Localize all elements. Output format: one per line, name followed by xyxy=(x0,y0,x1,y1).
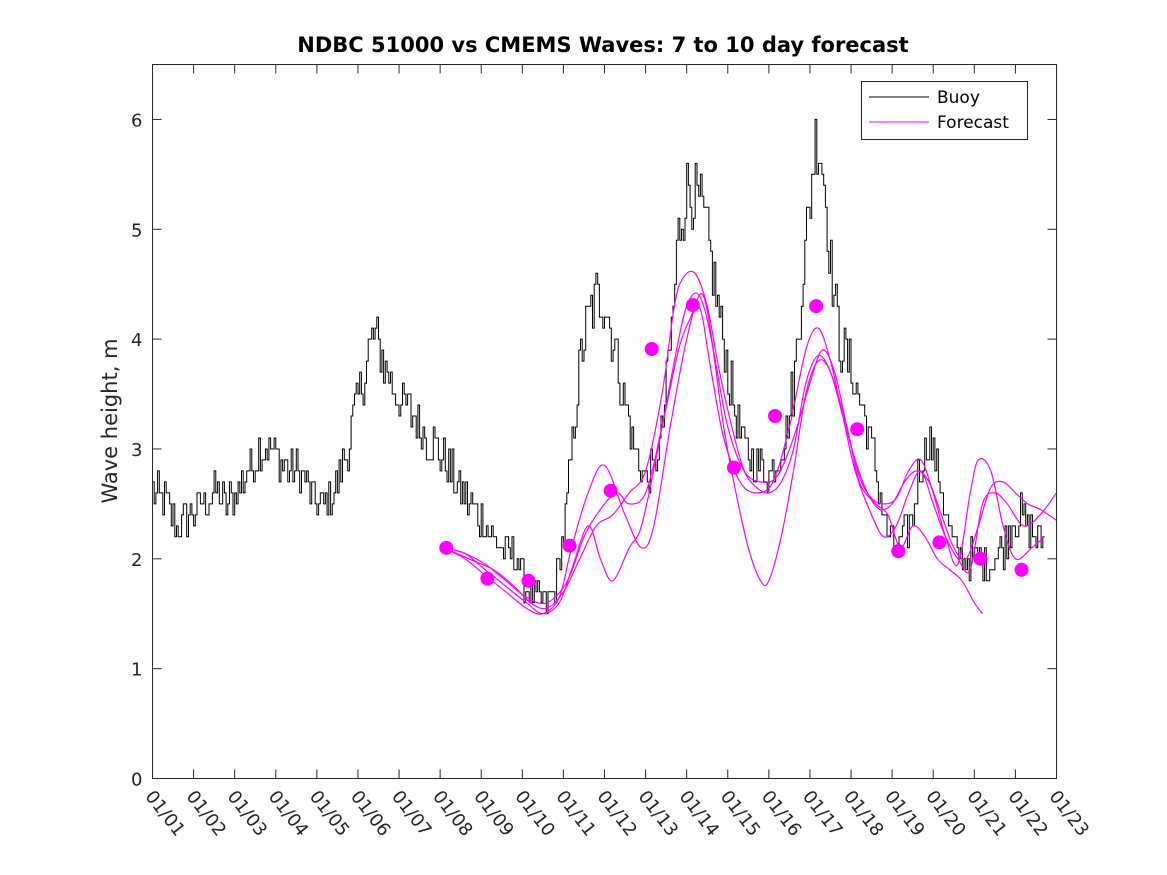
x-tick-label: 01/16 xyxy=(757,787,805,841)
x-tick-label: 01/12 xyxy=(593,787,641,841)
forecast-marker xyxy=(891,544,906,559)
chart-title: NDBC 51000 vs CMEMS Waves: 7 to 10 day f… xyxy=(297,33,908,57)
forecast-marker xyxy=(932,535,947,550)
forecast-marker xyxy=(726,460,741,475)
x-tick-label: 01/05 xyxy=(305,787,353,841)
forecast-marker xyxy=(685,298,700,313)
x-tick-label: 01/02 xyxy=(182,787,230,841)
y-tick-label: 2 xyxy=(131,550,142,571)
forecast-marker xyxy=(809,299,824,314)
y-tick-label: 5 xyxy=(131,220,142,241)
x-tick-label: 01/03 xyxy=(223,787,271,841)
y-axis-ticks: 0 1 2 3 4 5 6 xyxy=(131,110,1057,791)
forecast-line xyxy=(444,292,983,615)
legend-box xyxy=(861,81,1028,140)
forecast-marker xyxy=(850,422,865,437)
forecast-marker xyxy=(1014,562,1029,577)
x-tick-label: 01/01 xyxy=(141,787,189,841)
forecast-marker xyxy=(439,540,454,555)
forecast-marker xyxy=(973,551,988,566)
y-tick-label: 1 xyxy=(131,660,142,681)
y-tick-label: 0 xyxy=(131,770,142,791)
forecast-marker xyxy=(644,342,659,357)
forecast-marker xyxy=(480,571,495,586)
x-tick-label: 01/22 xyxy=(1003,787,1051,841)
plot-area xyxy=(152,64,1057,779)
forecast-marker xyxy=(603,483,618,498)
x-tick-label: 01/09 xyxy=(469,787,517,841)
y-tick-label: 4 xyxy=(131,330,142,351)
x-tick-label: 01/08 xyxy=(428,787,476,841)
x-tick-label: 01/10 xyxy=(510,787,558,841)
x-tick-label: 01/11 xyxy=(551,787,599,841)
legend: Buoy Forecast xyxy=(861,81,1028,140)
x-tick-label: 01/15 xyxy=(716,787,764,841)
x-tick-label: 01/17 xyxy=(798,787,846,841)
forecast-markers xyxy=(439,298,1029,588)
x-tick-label: 01/14 xyxy=(675,787,723,841)
x-tick-label: 01/19 xyxy=(880,787,928,841)
forecast-line xyxy=(444,293,1045,605)
legend-buoy-label: Buoy xyxy=(937,88,980,108)
legend-forecast-label: Forecast xyxy=(937,113,1009,133)
forecast-marker xyxy=(768,409,783,424)
x-tick-label: 01/13 xyxy=(634,787,682,841)
buoy-line xyxy=(152,118,1045,615)
y-axis-label: Wave height, m xyxy=(98,338,122,503)
x-tick-label: 01/21 xyxy=(962,787,1010,841)
plot-frame xyxy=(152,64,1057,779)
x-tick-label: 01/07 xyxy=(387,787,435,841)
x-tick-label: 01/04 xyxy=(264,787,312,841)
buoy-series xyxy=(152,118,1045,615)
forecast-marker xyxy=(562,538,577,553)
x-tick-label: 01/18 xyxy=(839,787,887,841)
y-tick-label: 6 xyxy=(131,110,142,131)
x-tick-label: 01/20 xyxy=(921,787,969,841)
y-tick-label: 3 xyxy=(131,440,142,461)
x-tick-label: 01/06 xyxy=(346,787,394,841)
forecast-line xyxy=(443,270,1057,610)
x-tick-label: 01/23 xyxy=(1045,787,1093,841)
forecast-marker xyxy=(521,573,536,588)
